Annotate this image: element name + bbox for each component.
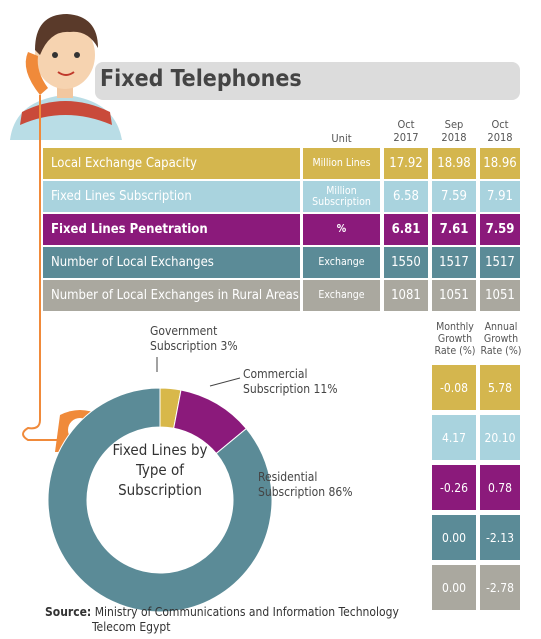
value: 6.58	[384, 181, 428, 212]
row-label: Number of Local Exchanges in Rural Areas	[43, 280, 300, 311]
slice-category: Residential Subscription	[258, 470, 326, 499]
value: 18.96	[480, 148, 520, 179]
row-label: Number of Local Exchanges	[43, 247, 300, 278]
column-header: Oct 2018	[487, 118, 513, 144]
slice-value: 3%	[220, 339, 238, 353]
growth-value: -0.08	[432, 365, 476, 410]
chart-title: Fixed Lines by Type of Subscription	[112, 441, 208, 499]
value: 18.98	[432, 148, 476, 179]
growth-value: 4.17	[432, 415, 476, 460]
value: 6.81	[384, 214, 428, 245]
row-label: Fixed Lines Subscription	[43, 181, 300, 212]
value: 7.61	[432, 214, 476, 245]
slice-label: Residential Subscription 86%	[258, 470, 373, 500]
title-bar	[95, 62, 520, 100]
source-label: Source:	[45, 605, 92, 619]
person-illustration	[10, 14, 122, 140]
slice-category: Government Subscription	[150, 324, 218, 353]
value: 1517	[432, 247, 476, 278]
value: 1081	[384, 280, 428, 311]
growth-value: 0.00	[432, 515, 476, 560]
value: 7.59	[480, 214, 520, 245]
value: 7.59	[432, 181, 476, 212]
unit: Million Lines	[303, 148, 380, 179]
row-label: Fixed Lines Penetration	[43, 214, 300, 245]
value: 7.91	[480, 181, 520, 212]
growth-value: 0.78	[480, 465, 520, 510]
value: 17.92	[384, 148, 428, 179]
slice-value: 86%	[328, 485, 353, 499]
source-text: Ministry of Communications and Informati…	[92, 605, 399, 634]
value: 1550	[384, 247, 428, 278]
slice-category: Commercial Subscription	[243, 367, 311, 396]
column-header: Oct 2017	[393, 118, 419, 144]
growth-value: 0.00	[432, 565, 476, 610]
slice-label: Government Subscription 3%	[150, 324, 255, 354]
donut-slice	[47, 387, 273, 613]
unit: %	[303, 214, 380, 245]
growth-header: Monthly Growth Rate (%)	[434, 321, 476, 357]
source: Source: Ministry of Communications and I…	[45, 605, 435, 635]
value: 1051	[480, 280, 520, 311]
slice-label: Commercial Subscription 11%	[243, 367, 353, 397]
phone-cord	[22, 95, 60, 441]
slice-value: 11%	[313, 382, 338, 396]
unit: Exchange	[303, 280, 380, 311]
growth-value: -2.13	[480, 515, 520, 560]
unit: Million Subscription	[303, 181, 380, 212]
title: Fixed Telephones	[100, 66, 302, 92]
growth-value: -0.26	[432, 465, 476, 510]
column-header: Unit	[331, 132, 352, 145]
row-label: Local Exchange Capacity	[43, 148, 300, 179]
column-header: Sep 2018	[441, 118, 467, 144]
value: 1051	[432, 280, 476, 311]
growth-value: 5.78	[480, 365, 520, 410]
growth-header: Annual Growth Rate (%)	[480, 321, 522, 357]
growth-value: -2.78	[480, 565, 520, 610]
growth-value: 20.10	[480, 415, 520, 460]
unit: Exchange	[303, 247, 380, 278]
value: 1517	[480, 247, 520, 278]
